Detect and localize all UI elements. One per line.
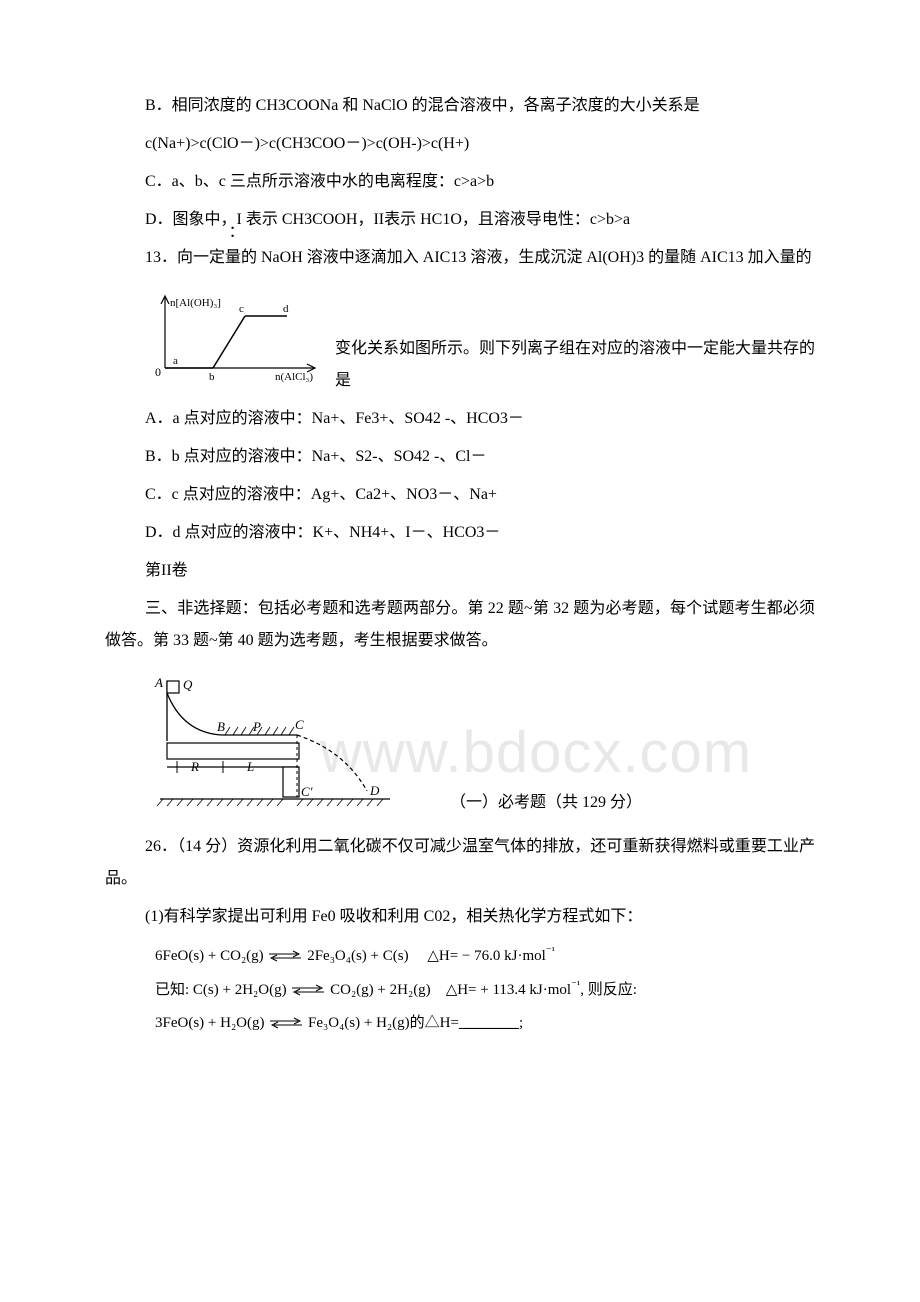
svg-text:b: b: [209, 371, 215, 383]
q12-option-c: C．a、b、c 三点所示溶液中水的电离程度：c>a>b: [105, 166, 815, 198]
q12-option-b-line1: B．相同浓度的 CH3COONa 和 NaClO 的混合溶液中，各离子浓度的大小…: [105, 90, 815, 122]
q26-equations: 6FeO(s) + CO₂(g) 2Fe₃O₄(s) + C(s) △H= − …: [155, 939, 815, 1040]
section2-title: 第II卷: [105, 555, 815, 587]
svg-text:A: A: [154, 675, 163, 690]
q26-stem: 26．（14 分）资源化利用二氧化碳不仅可减少温室气体的排放，还可重新获得燃料或…: [105, 831, 815, 895]
q13-option-a: A．a 点对应的溶液中：Na+、Fe3+、SO42 -、HCO3－: [105, 403, 815, 435]
svg-text:d: d: [283, 303, 289, 315]
eq3: 3FeO(s) + H₂O(g) Fe₃O₄(s) + H₂(g)的△H=___…: [155, 1007, 815, 1040]
svg-text:C′: C′: [301, 784, 313, 799]
svg-text:L: L: [246, 759, 254, 774]
eq2: 已知: C(s) + 2H₂O(g) CO₂(g) + 2H₂(g) △H= +…: [155, 973, 815, 1007]
q12-option-b-colon: ：: [210, 225, 242, 241]
q13-graph: n[Al(OH)₃] n(AlCl₃) 0 a b c d: [145, 288, 335, 395]
q13-option-b: B．b 点对应的溶液中：Na+、S2-、SO42 -、Cl－: [105, 441, 815, 473]
eq1: 6FeO(s) + CO₂(g) 2Fe₃O₄(s) + C(s) △H= − …: [155, 939, 815, 973]
section2-part3: 三、非选择题：包括必考题和选考题两部分。第 22 题~第 32 题为必考题，每个…: [105, 593, 815, 657]
q12-option-b-line2: c(Na+)>c(ClO－)>c(CH3COO－)>c(OH-)>c(H+): [105, 128, 815, 160]
graph-ylabel: n[Al(OH)₃]: [170, 297, 221, 309]
svg-text:0: 0: [155, 365, 161, 379]
svg-text:P: P: [252, 719, 261, 734]
svg-text:B: B: [217, 719, 225, 734]
section2-diagram: A Q B P C R L C′ D: [145, 671, 400, 823]
svg-text:Q: Q: [183, 677, 193, 692]
q13-option-c: C．c 点对应的溶液中：Ag+、Ca2+、NO3－、Na+: [105, 479, 815, 511]
q13-stem-tail: 变化关系如图所示。则下列离子组在对应的溶液中一定能大量共存的是: [335, 333, 815, 397]
q13-option-d: D．d 点对应的溶液中：K+、NH4+、I－、HCO3－: [105, 517, 815, 549]
q26-p1: (1)有科学家提出可利用 Fe0 吸收和利用 C02，相关热化学方程式如下：: [105, 901, 815, 933]
section2-part1-title: （一）必考题（共 129 分）: [400, 787, 815, 825]
svg-text:R: R: [190, 759, 199, 774]
svg-text:D: D: [369, 783, 380, 798]
svg-text:C: C: [295, 717, 304, 732]
svg-text:c: c: [239, 303, 244, 315]
graph-xlabel: n(AlCl₃): [275, 371, 313, 383]
svg-text:a: a: [173, 355, 178, 367]
q13-stem: 13．向一定量的 NaOH 溶液中逐滴加入 AIC13 溶液，生成沉淀 Al(O…: [105, 242, 815, 274]
